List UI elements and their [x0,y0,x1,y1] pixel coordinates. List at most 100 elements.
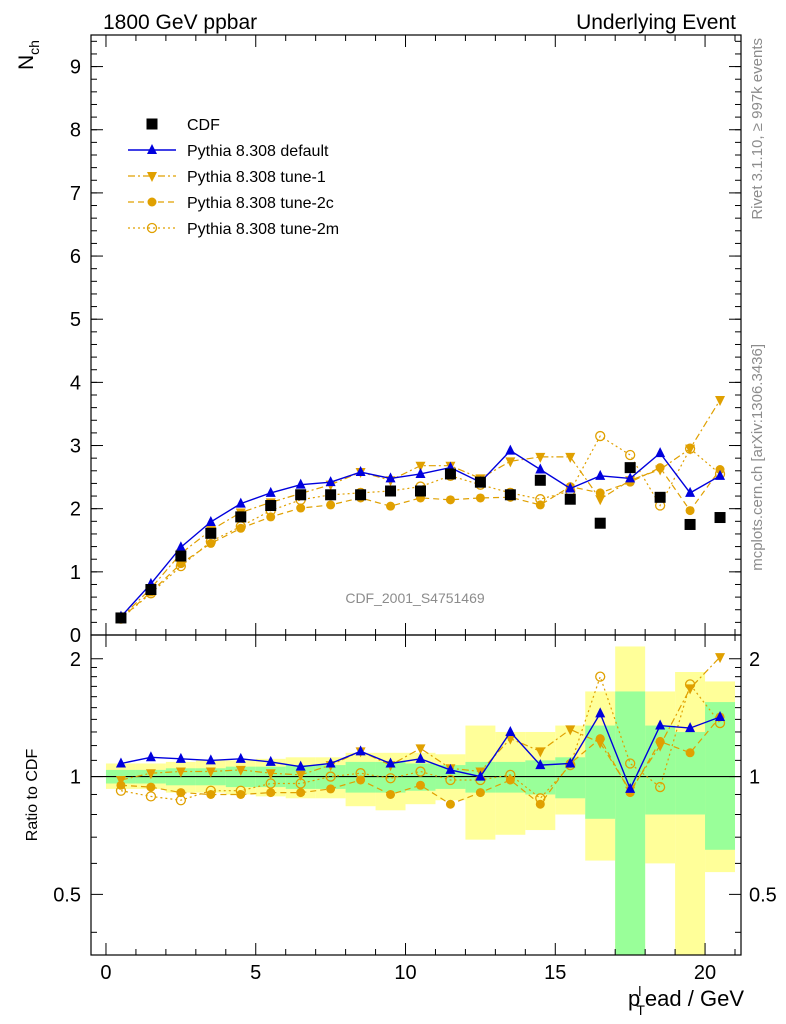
main-y-tick-label: 7 [70,183,81,205]
main-point-data [414,485,426,497]
left-title: 1800 GeV ppbar [103,11,257,34]
ratio-point-tune2c [326,784,336,794]
ratio-point-default [685,722,696,733]
ratio-point-tune1 [295,770,306,781]
main-point-tune1 [415,461,426,472]
ratio-point-tune2c [356,775,366,785]
ratio-series-tune2c [116,712,725,809]
ratio-line-tune2c [120,716,721,806]
ratio-point-tune2c [685,748,695,758]
ratio-point-default [445,763,456,774]
ratio-point-tune2c [146,782,156,792]
main-point-tune2c [206,538,216,548]
main-point-tune2c [685,506,695,516]
ratio-point-tune2c [535,799,545,809]
main-point-tune1 [685,444,696,455]
legend-label-tune1: Pythia 8.308 tune-1 [187,169,326,186]
legend: CDF Pythia 8.308 default Pythia 8.308 tune… [128,117,339,238]
ratio-point-tune2m [595,671,606,682]
main-point-tune2c [386,501,396,511]
ratio-point-tune1 [595,738,606,749]
main-y-tick-label: 6 [70,246,81,268]
main-point-default [235,497,246,508]
main-point-default [175,541,186,552]
ratio-line-tune1 [120,656,721,792]
ratio-y-tick-label-right: 0.5 [749,884,777,906]
main-point-tune2c [326,500,336,510]
legend-label-default: Pythia 8.308 default [187,143,329,160]
ratio-point-tune1 [235,765,246,776]
ratio-point-tune1 [175,767,186,778]
xlabel-p: p [628,986,640,1011]
ratio-point-default [655,719,666,730]
main-line-tune2c [120,466,721,620]
ratio-point-default [325,757,336,768]
ratio-point-tune2c [236,789,246,799]
main-point-tune2c [266,512,276,522]
main-point-default [535,463,546,474]
main-point-tune2c [535,500,545,510]
main-point-default [565,482,576,493]
main-point-default [205,515,216,526]
ratio-y-tick-label-left: 2 [70,649,81,671]
main-point-data [385,485,397,497]
legend-marker-tune2c [147,197,157,207]
main-point-tune2c [445,495,455,505]
main-point-data [145,584,157,596]
main-point-tune2c [296,503,306,513]
main-point-data [474,476,486,488]
main-point-default [415,467,426,478]
ratio-series-default [115,707,726,793]
xlabel-sup: l [638,983,641,999]
ratio-point-default [145,751,156,762]
ratio-point-tune2c [296,788,306,798]
ratio-y-tick-label-right: 2 [749,649,760,671]
main-point-data [235,511,247,523]
main-point-default [505,444,516,455]
main-point-data [714,512,726,524]
main-point-default [295,478,306,489]
legend-label-tune2m: Pythia 8.308 tune-2m [187,221,339,238]
ratio-point-tune2c [475,788,485,798]
ratio-frame [90,634,742,956]
analysis-label: CDF_2001_S4751469 [345,590,485,606]
main-point-data [654,491,666,503]
ratio-point-tune1 [655,741,666,752]
main-point-tune1 [505,457,516,468]
main-point-default [355,466,366,477]
ratio-point-tune1 [145,769,156,780]
main-point-data [534,474,546,486]
ratio-point-default [415,752,426,763]
ratio-point-tune2m [145,791,157,802]
main-y-tick-label: 9 [70,57,81,79]
ratio-point-tune2m [625,758,636,769]
ratio-point-tune1 [685,684,696,695]
ratio-x-tick-label: 10 [394,962,416,984]
main-point-tune2c [715,465,725,475]
ratio-point-tune2c [266,788,276,798]
main-ylabel-main: N [15,55,38,70]
main-y-tick-label: 3 [70,436,81,458]
ratio-band-inner [675,731,706,815]
main-point-tune2c [236,523,246,533]
main-line-tune1 [120,399,721,619]
main-y-tick-label: 1 [70,562,81,584]
legend-marker-tune1 [147,172,157,182]
rivet-label: Rivet 3.1.10, ≥ 997k events [749,38,766,220]
main-point-data [295,489,307,501]
main-point-data [684,518,696,530]
ratio-y-tick-label-left: 0.5 [53,884,81,906]
main-point-tune2c [475,493,485,503]
main-point-default [265,486,276,497]
main-point-tune2m [625,449,636,461]
main-point-data [444,468,456,480]
main-point-tune1 [535,452,546,463]
ratio-point-tune2c [386,789,396,799]
ratio-point-tune2m [415,766,426,777]
main-point-default [325,476,336,487]
main-point-default [685,486,696,497]
ratio-point-tune1 [265,769,276,780]
ratio-point-default [565,757,576,768]
main-point-data [564,493,576,505]
ratio-point-tune1 [535,747,546,758]
